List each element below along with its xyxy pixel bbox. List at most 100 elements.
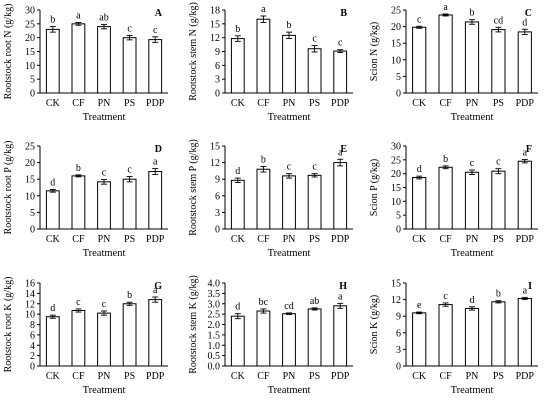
x-tick-label: PN (283, 234, 296, 245)
significance-letter: b (443, 154, 448, 165)
y-tick-label: 10 (25, 61, 35, 72)
y-tick-label: 12 (391, 295, 401, 306)
y-tick-label: 9 (396, 312, 401, 323)
y-tick-label: 9 (215, 175, 220, 186)
bar-cf (256, 168, 271, 230)
significance-letter: b (235, 24, 240, 35)
x-tick-label: PN (466, 98, 479, 109)
y-tick-label: 30 (391, 142, 401, 153)
significance-letter: b (470, 8, 475, 19)
x-tick-label: PN (283, 98, 296, 109)
x-tick-label: PN (98, 98, 111, 109)
y-tick-label: 0 (396, 89, 401, 100)
significance-letter: a (523, 285, 528, 296)
significance-letter: c (470, 158, 475, 169)
panel-label: D (155, 144, 162, 155)
significance-letter: b (50, 15, 55, 26)
significance-letter: a (153, 285, 158, 296)
bar-cf (256, 310, 271, 367)
x-tick-label: PS (493, 371, 504, 382)
y-tick-label: 25 (391, 6, 401, 17)
x-tick-label: PDP (146, 371, 165, 382)
bar-pdp (148, 299, 163, 367)
significance-letter: c (102, 168, 107, 179)
bar-pdp (517, 160, 532, 230)
bar-pn (97, 312, 111, 367)
significance-letter: d (522, 17, 527, 28)
y-tick-label: 0 (30, 362, 35, 373)
panel-i: 0 3 6 9 12 15 e CK c CF d PN b PS a PDP I Treatment Scion … (369, 279, 538, 396)
y-tick-label: 20 (391, 22, 401, 33)
significance-letter: c (312, 162, 317, 173)
significance-letter: a (443, 2, 448, 13)
y-tick-label: 10 (391, 55, 401, 66)
significance-letter: a (153, 157, 158, 168)
significance-letter: a (261, 4, 266, 15)
significance-letter: a (338, 291, 343, 302)
bar-ps (491, 29, 506, 94)
significance-letter: a (76, 10, 81, 21)
x-tick-label: CF (257, 371, 270, 382)
bar-cf (438, 166, 453, 230)
y-axis-title: Rootstock stem P (g/kg) (188, 139, 199, 236)
significance-letter: b (287, 20, 292, 31)
significance-letter: c (102, 299, 107, 310)
bar-pdp (517, 31, 532, 94)
bar-ps (307, 48, 322, 94)
bar-pdp (333, 162, 348, 230)
significance-letter: c (338, 38, 343, 49)
x-tick-label: CF (257, 234, 270, 245)
x-tick-label: PDP (146, 234, 165, 245)
y-tick-label: 0 (30, 225, 35, 236)
x-tick-label: PDP (516, 371, 535, 382)
x-tick-label: PS (309, 98, 320, 109)
y-tick-label: 0 (396, 225, 401, 236)
y-tick-label: 15 (391, 39, 401, 50)
bar-ck (230, 38, 245, 94)
y-tick-label: 3 (215, 75, 220, 86)
x-tick-label: CK (231, 371, 246, 382)
panel-label: F (526, 144, 532, 155)
y-tick-label: 5 (30, 208, 35, 219)
bar-ck (230, 179, 245, 230)
bar-ps (122, 178, 137, 230)
x-axis-title: Treatment (83, 248, 126, 259)
y-tick-label: 15 (210, 142, 220, 153)
bar-cf (256, 18, 271, 94)
y-axis-title: Rootstock root P (g/kg) (3, 141, 14, 235)
x-tick-label: PDP (331, 371, 350, 382)
panel-c: 0 5 10 15 20 25 c CK a CF b PN cd PS d PDP C Treatment Sci… (369, 2, 538, 123)
y-tick-label: 2 (30, 351, 35, 362)
y-tick-label: 3 (215, 208, 220, 219)
significance-letter: cd (284, 301, 293, 312)
y-tick-label: 9 (215, 47, 220, 58)
x-tick-label: PS (309, 371, 320, 382)
y-tick-label: 20 (25, 33, 35, 44)
x-tick-label: PN (466, 234, 479, 245)
y-tick-label: 12 (210, 158, 220, 169)
y-tick-label: 25 (391, 155, 401, 166)
x-axis-title: Treatment (83, 385, 126, 396)
bar-ck (45, 316, 60, 367)
x-tick-label: PS (124, 234, 135, 245)
y-tick-label: 12 (210, 33, 220, 44)
x-tick-label: CF (72, 98, 85, 109)
bar-pdp (333, 50, 348, 94)
bar-pn (97, 181, 111, 230)
bar-pn (282, 34, 296, 94)
significance-letter: ab (99, 12, 108, 23)
y-tick-label: 10 (25, 310, 35, 321)
x-axis-title: Treatment (83, 112, 126, 123)
y-axis-title: Scion N (g/kg) (369, 22, 380, 81)
y-tick-label: 30 (25, 6, 35, 17)
significance-letter: d (235, 302, 240, 313)
y-tick-label: 16 (25, 279, 35, 290)
bar-ps (307, 174, 322, 230)
bar-ck (45, 190, 60, 230)
panel-label: C (525, 8, 532, 19)
bar-ps (307, 308, 322, 367)
significance-letter: d (417, 164, 422, 175)
x-tick-label: PS (493, 98, 504, 109)
x-tick-label: PDP (516, 234, 535, 245)
